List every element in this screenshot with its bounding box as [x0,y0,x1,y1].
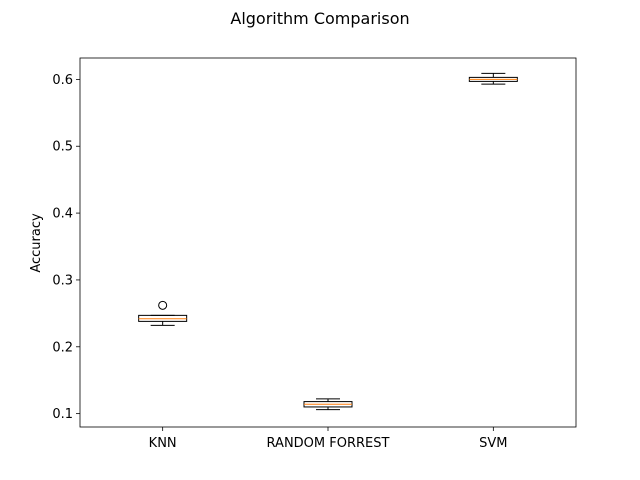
y-tick-label: 0.1 [52,407,73,422]
x-tick-label: SVM [479,436,507,451]
chart-title: Algorithm Comparison [230,9,409,28]
outlier-point [158,300,168,310]
axes-frame [79,57,577,428]
y-tick-label: 0.3 [52,273,73,288]
y-tick-label: 0.4 [52,207,73,222]
y-tick-label: 0.6 [52,73,73,88]
x-tick-label: KNN [149,436,177,451]
y-tick-label: 0.5 [52,140,73,155]
y-tick-label: 0.2 [52,340,73,355]
plot-area: 0.1 0.2 0.3 0.4 0.5 0.6 KNN RANDOM FORREST SVM [52,57,577,451]
x-tick-label: RANDOM FORREST [267,436,390,451]
y-axis-label: Accuracy [29,213,44,273]
